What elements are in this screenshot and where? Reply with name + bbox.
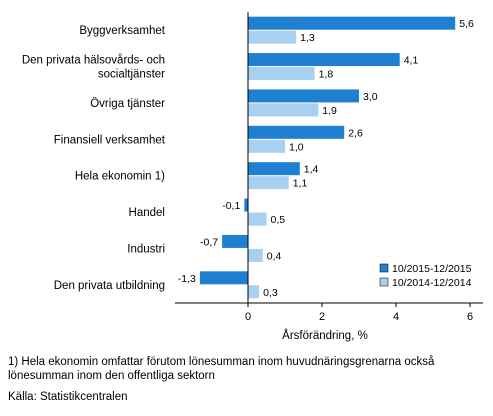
value-label: 0,5 <box>271 214 286 226</box>
axes: 0 2 4 6 Årsförändring, % <box>175 12 483 342</box>
value-label: -0,1 <box>222 200 240 212</box>
category-label-line: Hela ekonomin 1) <box>75 171 165 183</box>
x-tick-label: 4 <box>393 311 399 323</box>
category-label: Hela ekonomin 1) <box>75 171 165 183</box>
value-label: 1,1 <box>293 178 308 190</box>
category-label-line: socialtjänster <box>98 69 165 81</box>
category-label: Byggverksamhet <box>79 25 165 37</box>
bar-series-1 <box>248 16 456 30</box>
x-tick-label: 2 <box>319 311 325 323</box>
value-label: -0,7 <box>200 236 218 248</box>
footnote-line-1: 1) Hela ekonomin omfattar förutom lönesu… <box>8 356 435 368</box>
value-label: 3,0 <box>363 91 378 103</box>
category-label: Den privata hälsovårds- och socialtjänste… <box>22 55 165 81</box>
bar-series-2 <box>248 103 319 117</box>
bar-chart: Byggverksamhet Den privata hälsovårds- oc… <box>22 12 483 342</box>
value-label: 1,8 <box>319 69 334 81</box>
bar-series-2 <box>248 67 315 81</box>
bar-series-2 <box>248 139 285 153</box>
category-label: Handel <box>129 207 165 219</box>
value-label: 1,4 <box>304 164 319 176</box>
bar-series-2 <box>248 248 263 262</box>
category-label-line: Den privata utbildning <box>54 280 165 292</box>
legend-label: 10/2015-12/2015 <box>392 263 472 275</box>
bar-series-1 <box>248 53 400 67</box>
x-tick-label: 0 <box>245 311 251 323</box>
legend: 10/2015-12/2015 10/2014-12/2014 <box>379 263 472 289</box>
value-labels: 5,6 4,1 3,0 2,6 1,4 -0,1 -0,7 -1,3 1,3 1,8 1,9 1,0 1… <box>178 18 474 299</box>
source-note: Källa: Statistikcentralen <box>8 391 128 403</box>
bar-series-2 <box>248 30 297 44</box>
category-labels: Byggverksamhet Den privata hälsovårds- oc… <box>22 25 166 292</box>
value-label: -1,3 <box>178 273 196 285</box>
category-label: Den privata utbildning <box>54 280 165 292</box>
footnote-line-2: lönesumman inom den offentliga sektorn <box>8 370 215 382</box>
bar-series-1 <box>199 271 248 285</box>
bar-series-1 <box>222 234 248 248</box>
category-label-line: Den privata hälsovårds- och <box>22 55 165 67</box>
value-label: 1,3 <box>300 32 315 44</box>
category-label-line: Finansiell verksamhet <box>54 134 166 146</box>
category-label-line: Övriga tjänster <box>90 98 165 110</box>
value-label: 1,0 <box>289 141 304 153</box>
bar-series-2 <box>248 212 267 226</box>
category-label: Industri <box>127 243 165 255</box>
category-label-line: Byggverksamhet <box>79 25 165 37</box>
category-label: Finansiell verksamhet <box>54 134 166 146</box>
legend-label: 10/2014-12/2014 <box>392 277 472 289</box>
value-label: 2,6 <box>348 127 363 139</box>
value-label: 5,6 <box>459 18 474 30</box>
value-label: 1,9 <box>322 105 337 117</box>
value-label: 0,4 <box>267 250 282 262</box>
bar-series-1 <box>244 198 248 212</box>
legend-swatch <box>379 263 389 273</box>
bar-series-2 <box>248 176 289 190</box>
category-label: Övriga tjänster <box>90 98 165 110</box>
x-axis-title: Årsförändring, % <box>282 329 368 342</box>
bar-series-1 <box>248 125 345 139</box>
value-label: 4,1 <box>404 55 419 67</box>
category-label-line: Handel <box>129 207 165 219</box>
value-label: 0,3 <box>263 287 278 299</box>
category-label-line: Industri <box>127 243 165 255</box>
bar-series-1 <box>248 162 300 176</box>
legend-swatch <box>379 277 389 287</box>
bars <box>199 16 456 299</box>
bar-series-2 <box>248 285 260 299</box>
bar-series-1 <box>248 89 359 103</box>
x-tick-label: 6 <box>467 311 473 323</box>
